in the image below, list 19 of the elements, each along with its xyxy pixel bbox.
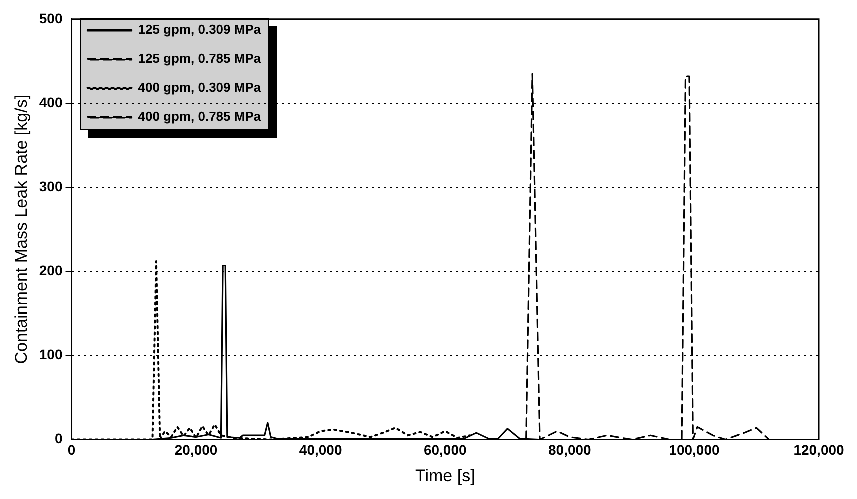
y-tick-label: 200 (39, 262, 63, 278)
x-tick-label: 40,000 (299, 442, 342, 458)
y-tick-label: 300 (39, 178, 63, 194)
y-tick-label: 500 (39, 10, 63, 26)
legend-label: 125 gpm, 0.785 MPa (138, 51, 262, 66)
y-tick-label: 100 (39, 346, 63, 363)
legend-label: 400 gpm, 0.309 MPa (138, 80, 262, 96)
x-tick-label: 20,000 (174, 442, 218, 458)
y-tick-label: 0 (54, 430, 63, 447)
x-tick-label: 60,000 (424, 442, 467, 458)
x-tick-label: 80,000 (548, 442, 592, 458)
x-tick-label: 120,000 (794, 442, 845, 458)
x-tick-label: 0 (68, 442, 76, 458)
x-axis-title: Time [s] (415, 466, 476, 486)
x-tick-label: 100,000 (669, 442, 720, 458)
y-axis-title: Containment Mass Leak Rate [kg/s] (12, 94, 31, 364)
y-tick-label: 400 (39, 94, 63, 110)
legend-label: 400 gpm, 0.785 MPa (138, 109, 262, 124)
legend-label: 125 gpm, 0.309 MPa (138, 22, 262, 38)
